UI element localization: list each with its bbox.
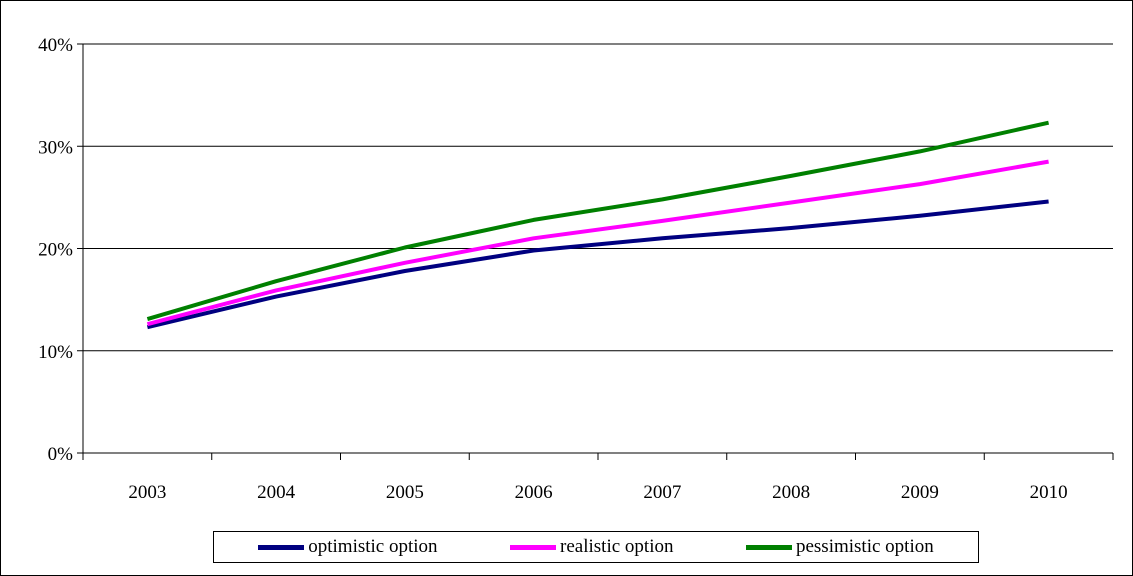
legend-item-realistic: realistic option (510, 536, 673, 558)
series-line-0 (146, 199, 1049, 330)
legend-swatch-optimistic (258, 544, 305, 550)
legend-swatch-pessimistic (745, 544, 792, 550)
gridlines (83, 43, 1113, 352)
y-tick-label-4: 40% (38, 35, 73, 56)
legend-item-pessimistic: pessimistic option (745, 536, 934, 558)
x-tick-label-2006: 2006 (515, 482, 553, 503)
x-tick-label-2005: 2005 (386, 482, 424, 503)
series-line-2 (146, 120, 1050, 322)
legend-label-optimistic: optimistic option (308, 536, 438, 557)
legend: optimistic option realistic option pessi… (213, 531, 979, 563)
y-tick-label-2: 20% (38, 240, 73, 261)
x-tick-label-2003: 2003 (128, 482, 166, 503)
y-axis-ticks: 0% 10% 20% 30% 40% (38, 35, 83, 465)
x-tick-label-2009: 2009 (901, 482, 939, 503)
x-axis-ticks: 2003 2004 2005 2006 2007 2008 2009 2010 (82, 453, 1114, 503)
x-tick-label-2010: 2010 (1030, 482, 1068, 503)
legend-item-optimistic: optimistic option (258, 536, 438, 558)
legend-label-pessimistic: pessimistic option (795, 536, 934, 557)
series-line-1 (146, 159, 1049, 327)
x-tick-label-2004: 2004 (257, 482, 296, 503)
series-lines (146, 120, 1050, 330)
y-tick-label-0: 0% (48, 444, 74, 465)
x-tick-label-2008: 2008 (772, 482, 810, 503)
legend-swatch-realistic (510, 544, 557, 550)
legend-label-realistic: realistic option (560, 536, 674, 557)
y-tick-label-3: 30% (38, 137, 73, 158)
x-tick-label-2007: 2007 (643, 482, 681, 503)
y-tick-label-1: 10% (38, 342, 73, 363)
